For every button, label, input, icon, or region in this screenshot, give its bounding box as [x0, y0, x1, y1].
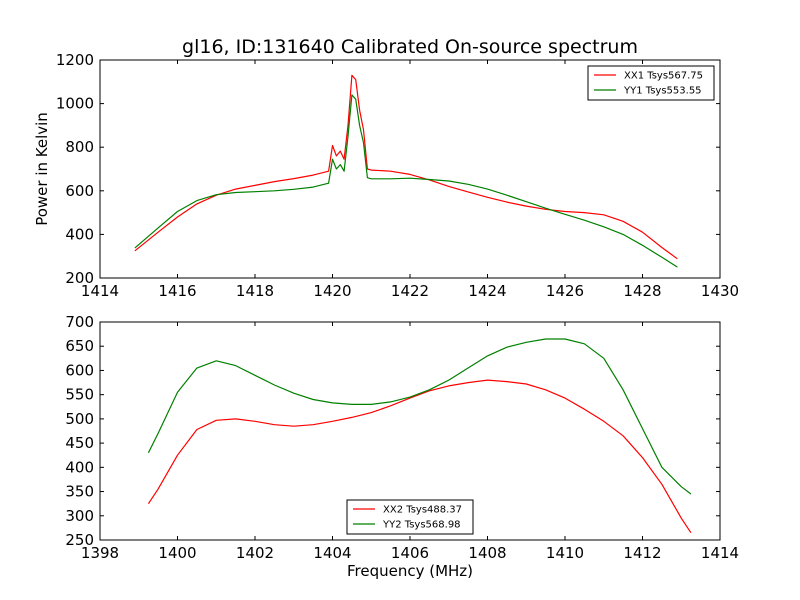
legend-entry: XX2 Tsys488.37: [383, 505, 462, 516]
bottom-chart-ticks: 1398 1400 1402 1404 1406 1408 1410 1412 1414 250 3…: [65, 313, 739, 562]
x-tick-label: 1400: [158, 544, 196, 562]
x-tick-label: 1428: [623, 282, 661, 300]
x-tick-label: 1418: [236, 282, 274, 300]
bottom-chart-plot-frame: [99, 321, 721, 541]
top-chart-plot-frame: [99, 59, 721, 279]
y-tick-label: 1200: [56, 51, 94, 69]
y-tick-label: 450: [65, 434, 94, 452]
legend-entry: YY1 Tsys553.55: [623, 86, 702, 97]
series-line-yy1: [134, 94, 678, 268]
x-tick-label: 1412: [623, 544, 661, 562]
y-tick-label: 500: [65, 410, 94, 428]
chart-title: gl16, ID:131640 Calibrated On-source spe…: [182, 36, 638, 58]
legend-box: [587, 65, 715, 101]
y-tick-label: 350: [65, 483, 94, 501]
x-tick-label: 1420: [313, 282, 351, 300]
series-line-yy2: [147, 338, 692, 495]
x-tick-label: 1408: [468, 544, 506, 562]
x-tick-label: 1424: [468, 282, 506, 300]
x-tick-label: 1414: [701, 544, 739, 562]
x-tick-label: 1406: [391, 544, 429, 562]
x-tick-label: 1402: [236, 544, 274, 562]
y-tick-label: 550: [65, 386, 94, 404]
y-tick-label: 250: [65, 531, 94, 549]
top-chart-y-axis-label: Power in Kelvin: [33, 112, 51, 226]
x-tick-label: 1398: [81, 544, 119, 562]
x-tick-label: 1422: [391, 282, 429, 300]
y-tick-label: 300: [65, 507, 94, 525]
x-tick-label: 1404: [313, 544, 351, 562]
series-line-xx2: [147, 379, 692, 534]
top-chart-legend: XX1 Tsys567.75 YY1 Tsys553.55: [587, 65, 715, 101]
series-line-xx1: [134, 74, 678, 260]
y-tick-label: 600: [65, 361, 94, 379]
x-tick-label: 1414: [81, 282, 119, 300]
legend-entry: YY2 Tsys568.98: [382, 520, 461, 531]
y-tick-label: 600: [65, 182, 94, 200]
y-tick-label: 400: [65, 458, 94, 476]
bottom-chart-x-axis-label: Frequency (MHz): [347, 562, 473, 580]
top-chart: 1414 1416 1418 1420 1422 1424 1426 1428 1430 200 4…: [56, 51, 739, 300]
x-tick-label: 1430: [701, 282, 739, 300]
legend-box: [346, 499, 474, 535]
y-tick-label: 800: [65, 138, 94, 156]
top-chart-ticks: 1414 1416 1418 1420 1422 1424 1426 1428 1430 200 4…: [56, 51, 739, 300]
legend-entry: XX1 Tsys567.75: [624, 71, 703, 82]
top-chart-series: [134, 74, 678, 268]
bottom-chart-series: [147, 338, 692, 534]
bottom-chart-legend: XX2 Tsys488.37 YY2 Tsys568.98: [346, 499, 474, 535]
y-tick-label: 700: [65, 313, 94, 331]
y-tick-label: 200: [65, 269, 94, 287]
x-tick-label: 1416: [158, 282, 196, 300]
y-tick-label: 1000: [56, 95, 94, 113]
y-tick-label: 650: [65, 337, 94, 355]
x-tick-label: 1426: [546, 282, 584, 300]
x-tick-label: 1410: [546, 544, 584, 562]
bottom-chart: 1398 1400 1402 1404 1406 1408 1410 1412 1414 250 3…: [65, 313, 739, 562]
y-tick-label: 400: [65, 225, 94, 243]
